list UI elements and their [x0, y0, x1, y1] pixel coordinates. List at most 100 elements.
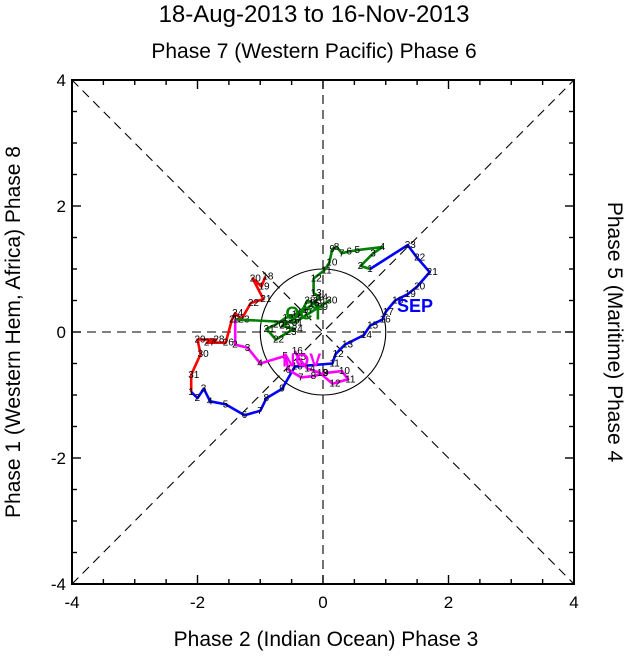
day-label: 24: [232, 308, 244, 319]
day-label: 8: [311, 371, 317, 382]
day-label: 9: [279, 384, 285, 395]
day-label: 14: [361, 330, 373, 341]
day-label: 10: [292, 362, 304, 373]
day-label: 11: [329, 359, 340, 370]
day-label: 24: [292, 324, 304, 335]
day-label: 6: [346, 246, 352, 257]
day-label: 26: [289, 316, 301, 327]
day-label: 22: [414, 253, 426, 264]
day-label: 21: [260, 294, 272, 305]
day-label: 20: [414, 282, 426, 293]
day-label: 19: [259, 282, 271, 293]
day-label: 1: [367, 264, 373, 275]
day-label: 3: [201, 384, 207, 395]
day-label: 12: [333, 349, 345, 360]
day-label: 2: [358, 261, 364, 272]
x-tick-label: 0: [318, 593, 327, 612]
day-label: 7: [257, 406, 263, 417]
day-label: 25: [279, 321, 291, 332]
day-label: 26: [223, 338, 235, 349]
day-label: 19: [282, 313, 294, 324]
y-axis-label-right: Phase 5 (Maritime) Phase 4: [603, 202, 626, 463]
day-label: 30: [198, 349, 210, 360]
day-label: 23: [285, 327, 297, 338]
plot-frame: [71, 79, 575, 585]
day-label: 4: [257, 359, 263, 370]
y-tick-label: -4: [51, 575, 66, 594]
day-label: 30: [326, 296, 338, 307]
day-label: 1: [188, 387, 194, 398]
x-tick-label: 2: [444, 593, 453, 612]
day-label: 12: [329, 379, 341, 390]
day-label: 2: [195, 393, 201, 404]
day-label: 19: [405, 289, 417, 300]
day-label: 14: [317, 292, 329, 303]
day-label: 15: [309, 299, 321, 310]
month-label-nov: NOV: [282, 351, 321, 371]
day-label: 10: [339, 366, 351, 377]
day-label: 22: [248, 298, 260, 309]
diagonal-line: [71, 79, 575, 585]
day-label: 27: [204, 338, 216, 349]
x-tick-label: -2: [190, 593, 205, 612]
chart-subtitle: Phase 7 (Western Pacific) Phase 6: [151, 40, 476, 63]
day-label: 7: [339, 248, 345, 259]
day-label: 20: [273, 319, 285, 330]
day-label: 8: [334, 242, 340, 253]
day-label: 13: [342, 340, 354, 351]
day-label: 6: [285, 365, 291, 376]
day-label: 18: [292, 309, 304, 320]
series-line-sep: [190, 243, 431, 417]
day-label: 18: [262, 272, 274, 283]
day-label: 4: [380, 242, 386, 253]
day-label: 27: [298, 308, 310, 319]
day-label: 3: [370, 248, 376, 259]
day-label: 15: [295, 352, 307, 363]
day-label: 16: [292, 346, 304, 357]
day-label: 22: [273, 335, 285, 346]
day-label: 28: [304, 296, 316, 307]
day-label: 31: [188, 370, 200, 381]
unit-circle: [259, 268, 387, 396]
day-label: 12: [311, 273, 323, 284]
y-axis-label-left: Phase 1 (Western Hem, Africa) Phase 8: [2, 146, 25, 518]
y-tick-label: -2: [51, 449, 66, 468]
day-label: 6: [242, 410, 248, 421]
month-label-oct: OCT: [285, 303, 323, 323]
month-label-sep: SEP: [397, 296, 433, 316]
day-label: 29: [195, 335, 207, 346]
y-tick-label: 2: [57, 197, 66, 216]
day-label: 5: [355, 245, 361, 256]
day-label: 11: [345, 374, 356, 385]
day-label: 11: [321, 265, 332, 276]
day-label: 5: [223, 399, 229, 410]
month-labels: SEP OCT NOV: [282, 296, 433, 371]
day-label: 8: [264, 393, 270, 404]
day-label: 3: [245, 343, 251, 354]
day-label: 1: [232, 314, 238, 325]
day-label: 13: [311, 288, 323, 299]
day-label: 29: [317, 302, 329, 313]
series-line-aug: [189, 276, 267, 392]
day-label: 9: [323, 368, 329, 379]
diagonal-line: [71, 79, 575, 585]
series-line-oct: [235, 245, 384, 341]
series-oct: 1234567891011121314151617181920212223242…: [235, 242, 386, 346]
day-label: 16: [314, 296, 326, 307]
day-label: 2: [232, 340, 238, 351]
day-label: 17: [383, 307, 395, 318]
day-label: 15: [367, 321, 379, 332]
day-label: 17: [302, 305, 314, 316]
day-label: 10: [326, 258, 338, 269]
day-label: 13: [317, 368, 329, 379]
day-label: 21: [427, 267, 439, 278]
day-label: 7: [298, 372, 304, 383]
x-tick-label: 4: [569, 593, 578, 612]
day-label: 18: [392, 296, 404, 307]
